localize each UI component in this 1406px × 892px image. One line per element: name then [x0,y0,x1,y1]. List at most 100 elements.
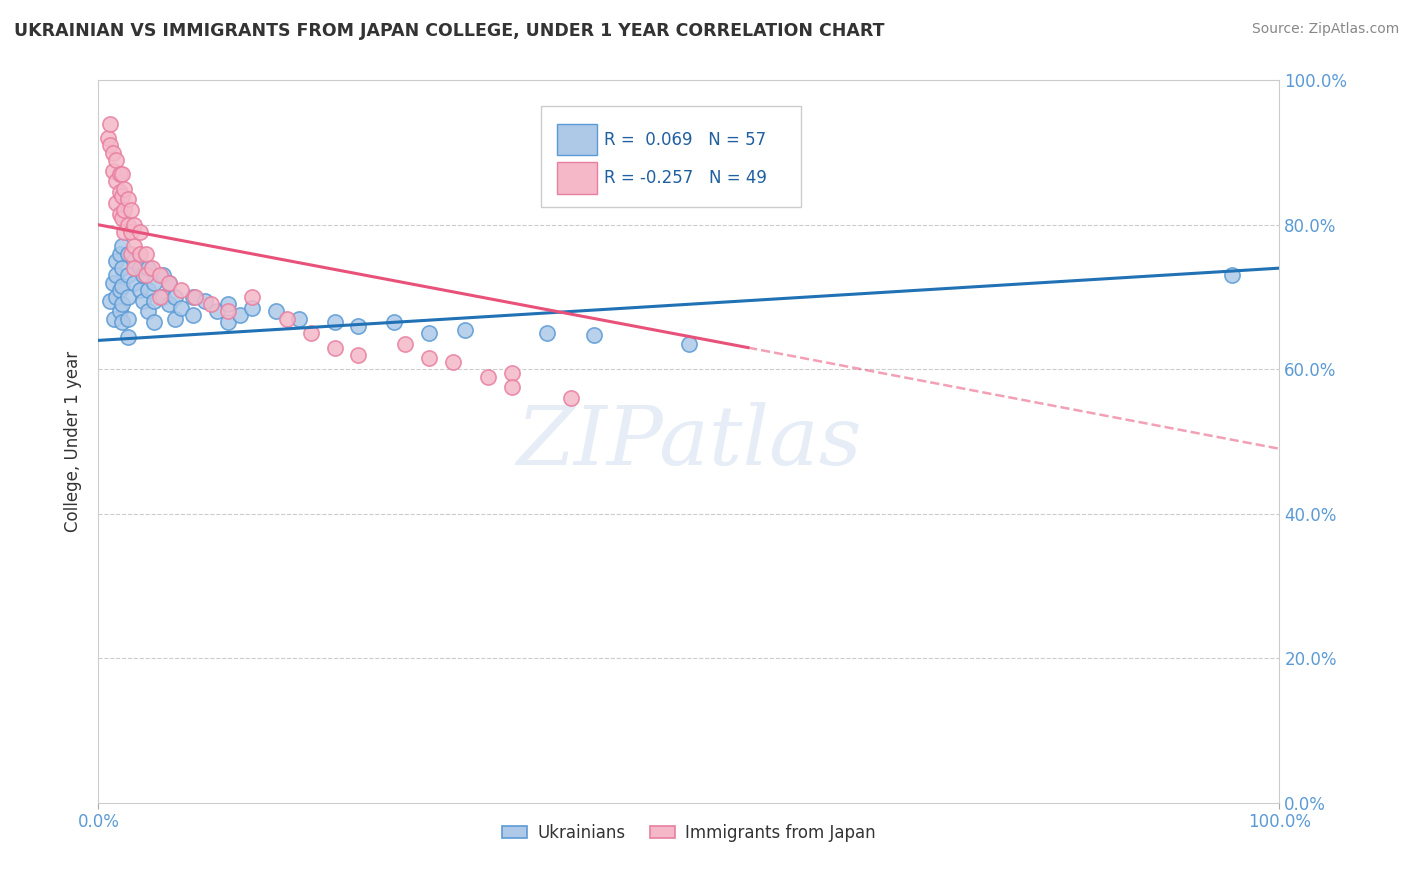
Point [394,337,416,351]
Point [276,311,298,326]
Point [184,290,207,304]
Point [105,290,128,304]
Point [101,145,124,160]
Text: ZIPatlas: ZIPatlas [516,401,862,482]
Point [583,327,606,342]
Point [111,211,134,225]
FancyBboxPatch shape [557,124,596,155]
Point [347,318,370,333]
Point [141,261,163,276]
Point [217,297,239,311]
Point [111,239,134,253]
Point [122,239,145,253]
Point [477,369,499,384]
Point [108,186,131,200]
Point [152,268,174,283]
Point [117,330,139,344]
Point [111,167,134,181]
Point [560,391,582,405]
Point [157,276,180,290]
Point [181,308,204,322]
Point [98,138,121,153]
Point [98,293,121,308]
Point [117,218,139,232]
Point [453,322,475,336]
Point [240,301,263,315]
Point [108,304,131,318]
Point [101,163,124,178]
Point [121,246,143,260]
Point [441,355,464,369]
Point [217,304,239,318]
Point [121,203,143,218]
Point [103,311,125,326]
Point [111,261,134,276]
Point [117,193,139,207]
Point [152,290,174,304]
Point [217,315,239,329]
Point [135,246,157,260]
Point [1220,268,1243,283]
Point [122,276,145,290]
Point [142,293,165,308]
Point [117,268,139,283]
Point [132,268,155,283]
Point [128,246,150,260]
Point [108,167,131,181]
Point [117,311,139,326]
Point [418,326,440,340]
Point [117,290,139,304]
Point [128,283,150,297]
Point [121,225,143,239]
Point [112,182,135,196]
Point [323,315,346,329]
Point [122,218,145,232]
Point [323,341,346,355]
Point [157,297,180,311]
Point [142,315,165,329]
Point [97,131,120,145]
Point [200,297,222,311]
Point [170,301,193,315]
Point [181,290,204,304]
Point [111,297,134,311]
Point [536,326,558,340]
Point [105,174,128,188]
Legend: Ukrainians, Immigrants from Japan: Ukrainians, Immigrants from Japan [495,817,883,848]
Point [229,308,252,322]
Point [105,253,128,268]
Text: UKRAINIAN VS IMMIGRANTS FROM JAPAN COLLEGE, UNDER 1 YEAR CORRELATION CHART: UKRAINIAN VS IMMIGRANTS FROM JAPAN COLLE… [14,22,884,40]
Point [108,283,131,297]
Point [142,276,165,290]
Point [128,225,150,239]
Point [111,189,134,203]
Point [347,348,370,362]
Point [112,225,135,239]
Point [299,326,322,340]
Point [105,268,128,283]
Point [105,196,128,211]
Text: Source: ZipAtlas.com: Source: ZipAtlas.com [1251,22,1399,37]
Point [111,315,134,329]
Point [165,290,187,304]
Text: R =  0.069   N = 57: R = 0.069 N = 57 [605,130,766,149]
Point [136,304,159,318]
FancyBboxPatch shape [557,162,596,194]
Point [157,276,180,290]
Point [240,290,263,304]
Point [111,279,134,293]
Point [382,315,405,329]
Point [678,337,700,351]
Point [149,290,172,304]
Point [108,246,131,260]
Point [165,311,187,326]
Point [205,304,228,318]
Point [128,261,150,276]
Point [264,304,287,318]
Point [108,207,131,221]
Text: R = -0.257   N = 49: R = -0.257 N = 49 [605,169,766,186]
Point [122,261,145,276]
Point [135,268,157,283]
Point [101,276,124,290]
Point [136,283,159,297]
